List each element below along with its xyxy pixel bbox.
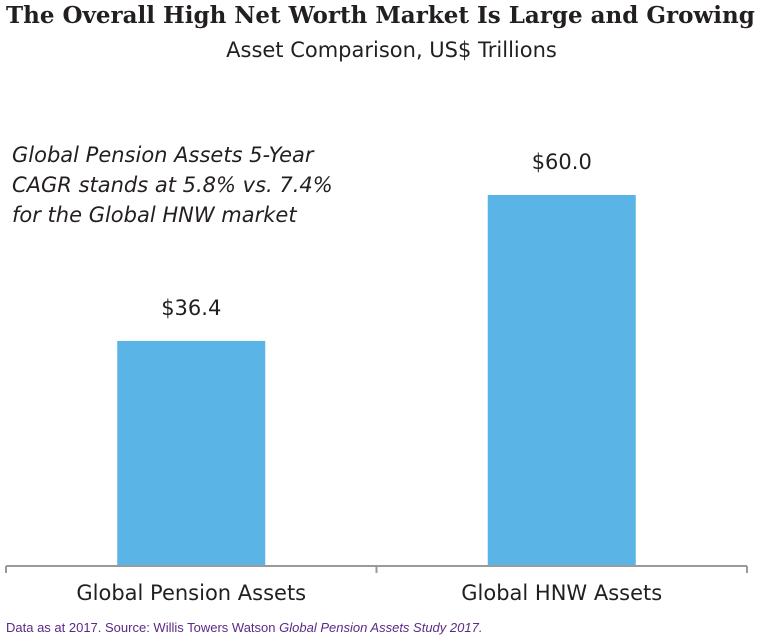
bar-value-label: $36.4 [161,296,221,320]
chart-title: The Overall High Net Worth Market Is Lar… [6,2,755,29]
category-label: Global HNW Assets [461,581,662,605]
annotation-line: Global Pension Assets 5-Year [12,143,314,167]
x-axis [5,565,748,573]
annotation-line: CAGR stands at 5.8% vs. 7.4% [12,173,333,197]
source-prefix: Data as at 2017. Source: Willis Towers W… [6,620,280,635]
bars-layer [117,195,636,566]
bar-value-label: $60.0 [532,150,592,174]
source-note: Data as at 2017. Source: Willis Towers W… [6,620,482,635]
annotation-line: for the Global HNW market [12,203,297,227]
cagr-annotation: Global Pension Assets 5-Year CAGR stands … [12,140,352,230]
labels-layer: $36.4 Global Pension Assets $60.0 Global HN… [76,150,662,605]
bar-2 [487,195,636,566]
bar-1 [117,340,266,566]
category-label: Global Pension Assets [76,581,306,605]
chart-subtitle: Asset Comparison, US$ Trillions [226,38,557,62]
source-publication: Global Pension Assets Study 2017. [279,620,483,635]
